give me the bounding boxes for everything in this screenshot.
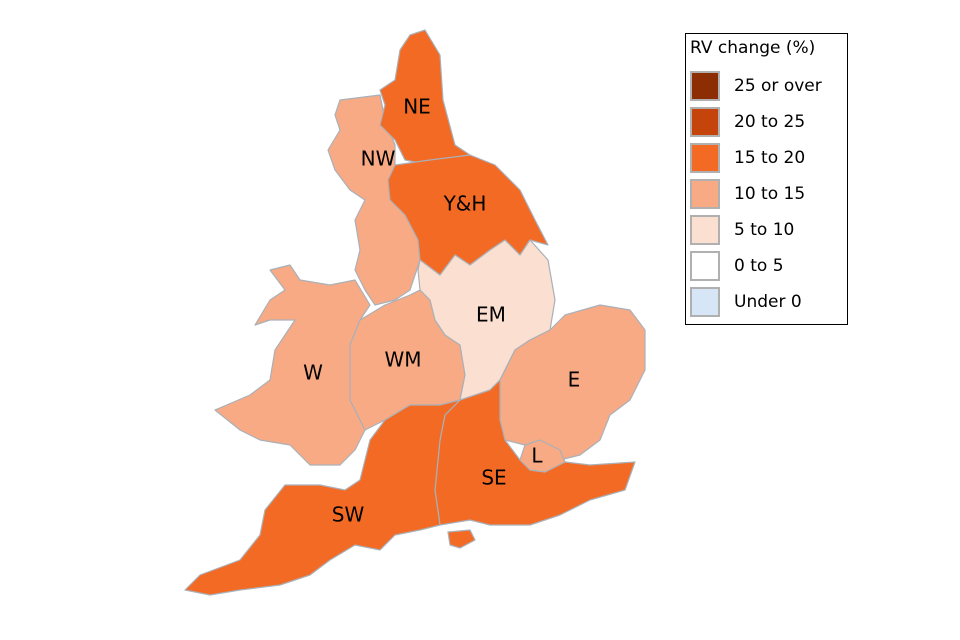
map-legend: RV change (%) 25 or over 20 to 25 15 to … — [685, 33, 848, 325]
legend-label: Under 0 — [734, 292, 802, 312]
label-E: E — [568, 368, 581, 392]
legend-label: 5 to 10 — [734, 220, 795, 240]
label-L: L — [531, 444, 543, 468]
legend-title: RV change (%) — [690, 38, 816, 58]
legend-label: 10 to 15 — [734, 184, 806, 204]
region-W[interactable] — [214, 264, 371, 466]
region-SE-isle-of-wight[interactable] — [447, 529, 476, 549]
label-SE: SE — [481, 466, 506, 490]
legend-label: 20 to 25 — [734, 112, 806, 132]
label-WM: WM — [384, 348, 421, 372]
legend-swatch — [690, 215, 720, 245]
legend-swatch — [690, 71, 720, 101]
label-NE: NE — [403, 95, 431, 119]
legend-swatch — [690, 287, 720, 317]
legend-item: 10 to 15 — [690, 176, 805, 212]
legend-item: 0 to 5 — [690, 248, 784, 284]
legend-label: 25 or over — [734, 76, 822, 96]
legend-swatch — [690, 179, 720, 209]
legend-label: 15 to 20 — [734, 148, 806, 168]
legend-swatch — [690, 143, 720, 173]
label-SW: SW — [332, 503, 365, 527]
region-NW[interactable] — [327, 94, 421, 306]
legend-label: 0 to 5 — [734, 256, 784, 276]
label-EM: EM — [476, 303, 506, 327]
label-YH: Y&H — [443, 192, 487, 216]
legend-item: 5 to 10 — [690, 212, 794, 248]
legend-item: 20 to 25 — [690, 104, 805, 140]
legend-item: 25 or over — [690, 68, 822, 104]
label-W: W — [303, 361, 323, 385]
region-L[interactable] — [519, 439, 566, 473]
legend-item: Under 0 — [690, 284, 802, 320]
legend-swatch — [690, 251, 720, 281]
legend-swatch — [690, 107, 720, 137]
legend-item: 15 to 20 — [690, 140, 805, 176]
region-NE[interactable] — [379, 29, 471, 166]
label-NW: NW — [361, 147, 396, 171]
region-SW[interactable] — [184, 399, 461, 596]
